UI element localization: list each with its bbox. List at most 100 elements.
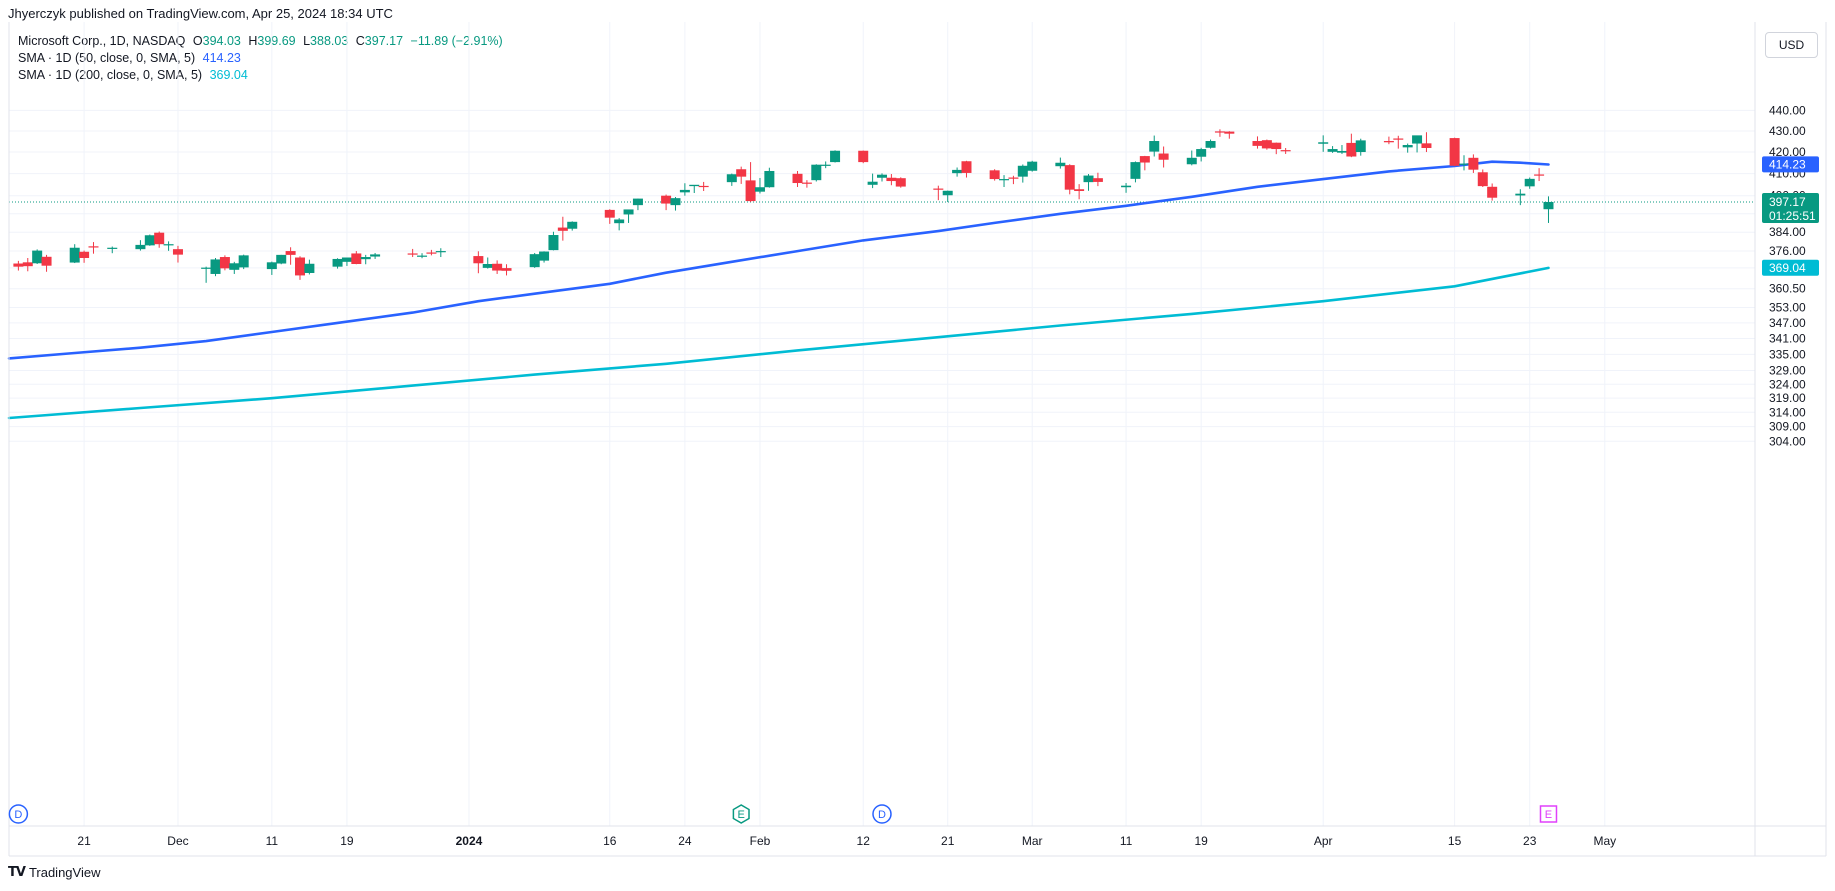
candle xyxy=(1083,174,1094,191)
candle-body xyxy=(933,188,944,190)
candle-body xyxy=(1421,143,1432,148)
currency-button[interactable]: USD xyxy=(1765,32,1818,58)
candle-body xyxy=(201,267,212,269)
candle-body xyxy=(952,169,963,174)
x-tick-label: 2024 xyxy=(456,834,483,848)
candle-body xyxy=(1318,142,1329,144)
candle xyxy=(820,161,831,169)
candle xyxy=(41,254,52,272)
candle xyxy=(79,250,90,263)
candle xyxy=(792,170,803,188)
price-label-bg xyxy=(1762,156,1819,173)
candle-body xyxy=(567,221,578,229)
y-tick-label: 384.00 xyxy=(1769,225,1806,239)
candle xyxy=(1487,183,1498,201)
candle xyxy=(417,253,428,259)
candle xyxy=(32,249,43,265)
candle-body xyxy=(698,185,709,188)
candle-body xyxy=(886,177,897,182)
candle xyxy=(764,167,775,188)
sma-lines xyxy=(7,160,1550,420)
candles xyxy=(13,129,1554,283)
x-tick-label: 19 xyxy=(340,834,354,848)
candle-body xyxy=(1477,172,1488,187)
dividend-marker-icon[interactable]: D xyxy=(872,804,892,824)
candle-body xyxy=(745,180,756,202)
candle-body xyxy=(1064,165,1075,190)
earnings-marker-icon[interactable]: E xyxy=(732,804,750,824)
tradingview-brand[interactable]: 𝗧𝗩 TradingView xyxy=(8,864,100,880)
candle xyxy=(632,198,643,211)
candle xyxy=(210,257,221,277)
candle-body xyxy=(1468,157,1479,170)
candle xyxy=(13,260,24,271)
candle xyxy=(1261,139,1272,150)
candle xyxy=(1421,132,1432,153)
y-tick-label: 360.50 xyxy=(1769,282,1806,296)
candle-body xyxy=(679,189,690,193)
y-tick-label: 400.00 xyxy=(1769,189,1806,203)
price-axis[interactable]: 440.00 430.00 420.00 410.00 400.00 392.00 384.… xyxy=(1769,103,1806,448)
symbol-name: Microsoft Corp., 1D, NASDAQ xyxy=(18,34,186,48)
x-tick-label: 19 xyxy=(1194,834,1208,848)
y-tick-label: 347.00 xyxy=(1769,316,1806,330)
x-tick-label: 12 xyxy=(857,834,871,848)
price-label-bg xyxy=(1762,193,1819,224)
marker-letter: D xyxy=(14,809,22,821)
candle-body xyxy=(482,264,493,268)
candle xyxy=(557,216,568,241)
candle-body xyxy=(1205,141,1216,148)
candle-body xyxy=(1449,138,1460,166)
candle xyxy=(1214,129,1225,137)
candle-body xyxy=(999,179,1010,181)
candle xyxy=(754,177,765,194)
candle-body xyxy=(144,235,155,246)
open-label: O xyxy=(192,34,203,48)
earnings-marker-icon[interactable]: E xyxy=(1539,805,1558,823)
candle xyxy=(679,183,690,196)
candle xyxy=(1346,133,1357,158)
candle-body xyxy=(1393,138,1404,140)
candle xyxy=(1271,142,1282,155)
y-tick-label: 304.00 xyxy=(1769,434,1806,448)
candle xyxy=(942,190,953,202)
candle-body xyxy=(304,263,315,273)
marker-shape xyxy=(8,804,29,824)
candle xyxy=(1074,184,1085,200)
candle xyxy=(1064,164,1075,195)
candle-body xyxy=(492,263,503,271)
candle-body xyxy=(1158,153,1169,160)
candle-body xyxy=(1017,165,1028,177)
high-label: H xyxy=(248,34,258,48)
candle xyxy=(933,185,944,201)
candle xyxy=(501,264,512,276)
candle-body xyxy=(942,190,953,196)
y-tick-label: 309.00 xyxy=(1769,420,1806,434)
candle xyxy=(1468,154,1479,173)
candle xyxy=(1186,150,1197,166)
sma200-legend-row: SMA · 1D (200, close, 0, SMA, 5) 369.04 xyxy=(18,67,503,84)
candle xyxy=(69,244,80,264)
candle xyxy=(304,259,315,275)
candle xyxy=(332,258,343,269)
close-label: C xyxy=(355,34,365,48)
candle-body xyxy=(285,251,296,255)
dividend-marker-icon[interactable]: D xyxy=(8,804,29,824)
candle xyxy=(88,242,99,254)
candle xyxy=(801,180,812,188)
candle xyxy=(895,177,906,188)
candle xyxy=(529,252,540,268)
price-label-text: 414.23 xyxy=(1769,157,1806,171)
candle xyxy=(1280,147,1291,154)
candle-body xyxy=(1346,142,1357,157)
candle xyxy=(999,175,1010,188)
time-axis[interactable]: 21 Dec 11 19 2024 16 24 Feb 12 21 Mar 11 19 Apr 15 23 Ma… xyxy=(77,834,1616,848)
candle xyxy=(539,251,550,263)
candle xyxy=(736,166,747,184)
x-tick-label: 23 xyxy=(1523,834,1537,848)
marker-shape xyxy=(732,804,750,824)
marker-letter: E xyxy=(1545,809,1552,821)
